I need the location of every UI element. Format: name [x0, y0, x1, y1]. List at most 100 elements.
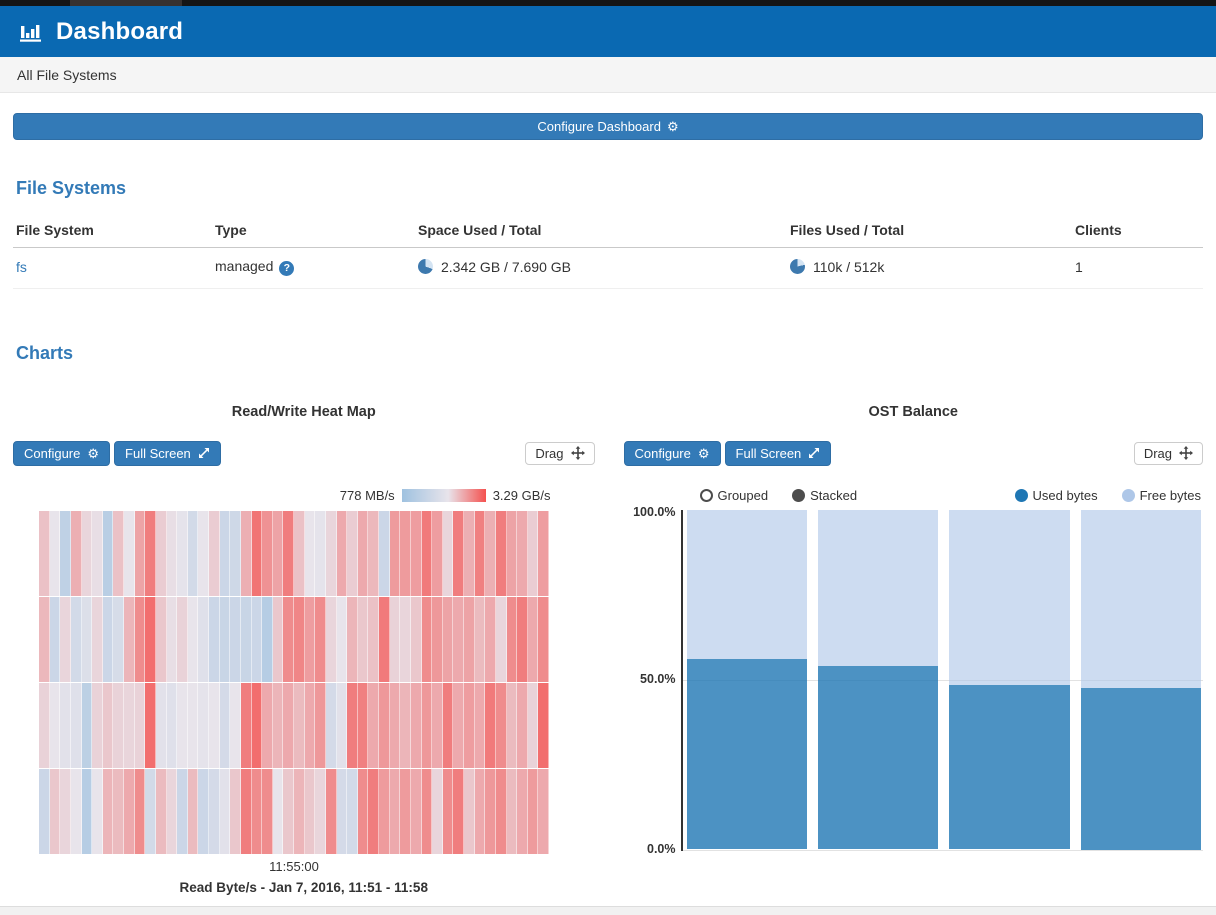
heatmap-cell: [209, 597, 220, 682]
heatmap-cell: [209, 683, 220, 768]
heatmap-cell: [485, 597, 496, 682]
configure-dashboard-button[interactable]: Configure Dashboard ⚙: [13, 113, 1203, 140]
file-system-link[interactable]: fs: [16, 259, 27, 275]
heatmap-cell: [252, 511, 263, 596]
stacked-bars: [687, 510, 1202, 850]
help-question-icon[interactable]: ?: [279, 261, 294, 276]
heatmap-cell: [220, 597, 231, 682]
column-header-space: Space Used / Total: [415, 214, 787, 248]
heatmap-cell: [305, 511, 316, 596]
move-arrows-icon: [1179, 446, 1193, 460]
heatmap-cell: [135, 511, 146, 596]
heatmap-cell: [145, 597, 156, 682]
heatmap-configure-button[interactable]: Configure ⚙: [13, 441, 110, 466]
browser-chrome-strip: [0, 0, 1216, 6]
heatmap-cell: [230, 597, 241, 682]
stacked-bar[interactable]: [949, 510, 1069, 850]
heatmap-cell: [368, 683, 379, 768]
drag-label: Drag: [1144, 446, 1172, 461]
heatmap-cell: [50, 511, 61, 596]
bar-segment-free[interactable]: [818, 510, 938, 666]
heatmap-cell: [156, 511, 167, 596]
heatmap-cell: [485, 769, 496, 854]
heatmap-cell: [71, 683, 82, 768]
heatmap-cell: [92, 769, 103, 854]
stacked-bar[interactable]: [687, 510, 807, 850]
heatmap-x-tick: 11:55:00: [39, 859, 549, 874]
heatmap-cell: [252, 683, 263, 768]
heatmap-cell: [167, 511, 178, 596]
stacked-bar[interactable]: [1081, 510, 1201, 850]
mode-option-grouped[interactable]: Grouped: [700, 488, 769, 503]
heatmap-cell: [475, 511, 486, 596]
grouped-label: Grouped: [718, 488, 769, 503]
ost-configure-button[interactable]: Configure ⚙: [624, 441, 721, 466]
heatmap-cell: [496, 683, 507, 768]
legend-dot-used: [1015, 489, 1028, 502]
heatmap-cell: [432, 511, 443, 596]
bar-segment-used[interactable]: [949, 685, 1069, 850]
heatmap-cell: [400, 511, 411, 596]
heatmap-cell: [368, 769, 379, 854]
heatmap-cell: [538, 769, 549, 854]
heatmap-cell: [283, 511, 294, 596]
heatmap-cell: [135, 683, 146, 768]
heatmap-legend-max: 3.29 GB/s: [493, 488, 551, 503]
heatmap-cell: [39, 511, 50, 596]
heatmap-row: [39, 597, 549, 682]
bar-segment-used[interactable]: [818, 666, 938, 850]
drag-label: Drag: [535, 446, 563, 461]
heatmap-cell: [177, 769, 188, 854]
heatmap-cell: [496, 769, 507, 854]
heatmap-cell: [50, 769, 61, 854]
stacked-bar[interactable]: [818, 510, 938, 850]
column-header-type: Type: [212, 214, 415, 248]
heatmap-gradient-bar: [402, 489, 486, 502]
ost-drag-handle[interactable]: Drag: [1134, 442, 1203, 465]
legend-item-free-bytes[interactable]: Free bytes: [1122, 488, 1201, 503]
heatmap-fullscreen-button[interactable]: Full Screen: [114, 441, 221, 466]
ost-bar-chart[interactable]: 100.0% 50.0% 0.0%: [624, 510, 1204, 851]
heatmap-cell: [113, 597, 124, 682]
heatmap-cell: [283, 769, 294, 854]
heatmap-cell: [347, 511, 358, 596]
heatmap-cell: [326, 597, 337, 682]
browser-tab-remnant: [70, 0, 182, 6]
heatmap-cell: [390, 769, 401, 854]
bar-segment-used[interactable]: [1081, 688, 1201, 850]
breadcrumb[interactable]: All File Systems: [17, 67, 117, 83]
main-content: Configure Dashboard ⚙ File Systems File …: [0, 113, 1216, 895]
ost-toolbar: Configure ⚙ Full Screen Drag: [624, 441, 1204, 466]
heatmap-cell: [358, 511, 369, 596]
heatmap-cell: [198, 769, 209, 854]
configure-label: Configure: [24, 446, 80, 461]
ost-balance-panel: OST Balance Configure ⚙ Full Screen: [624, 404, 1204, 895]
mode-option-stacked[interactable]: Stacked: [792, 488, 857, 503]
heatmap-cell: [156, 597, 167, 682]
heatmap-cell: [432, 769, 443, 854]
heatmap-cell: [60, 597, 71, 682]
bar-segment-used[interactable]: [687, 659, 807, 849]
bar-segment-free[interactable]: [1081, 510, 1201, 689]
heatmap-drag-handle[interactable]: Drag: [525, 442, 594, 465]
used-bytes-label: Used bytes: [1033, 488, 1098, 503]
bar-segment-free[interactable]: [949, 510, 1069, 685]
expand-arrows-icon: [808, 447, 820, 459]
legend-item-used-bytes[interactable]: Used bytes: [1015, 488, 1098, 503]
heatmap-cell: [220, 683, 231, 768]
heatmap-chart[interactable]: [39, 511, 549, 854]
heatmap-cell: [443, 597, 454, 682]
heatmap-cell: [273, 597, 284, 682]
heatmap-cell: [283, 683, 294, 768]
heatmap-cell: [337, 683, 348, 768]
heatmap-cell: [422, 683, 433, 768]
heatmap-cell: [39, 683, 50, 768]
bar-segment-free[interactable]: [687, 510, 807, 660]
heatmap-cell: [92, 597, 103, 682]
heatmap-cell: [485, 683, 496, 768]
heatmap-cell: [411, 511, 422, 596]
heatmap-cell: [177, 511, 188, 596]
heatmap-cell: [124, 769, 135, 854]
heatmap-cell: [82, 511, 93, 596]
ost-fullscreen-button[interactable]: Full Screen: [725, 441, 832, 466]
